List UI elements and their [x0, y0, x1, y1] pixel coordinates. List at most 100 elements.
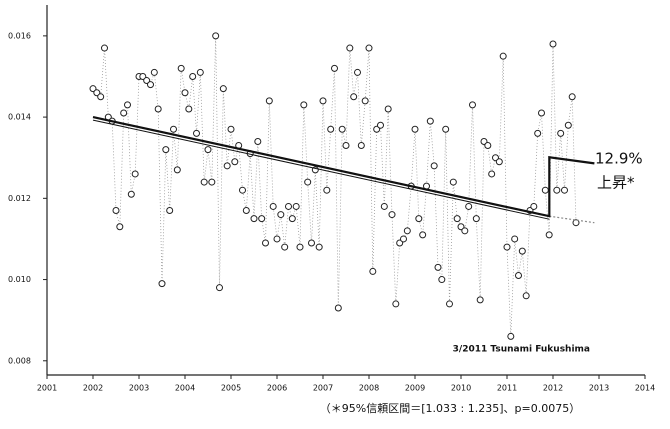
x-tick-label: 2003	[129, 384, 149, 393]
data-point	[285, 202, 292, 210]
data-point	[239, 186, 246, 194]
data-point	[369, 267, 377, 275]
data-point	[515, 271, 522, 279]
data-point	[150, 68, 158, 76]
data-point	[216, 284, 223, 292]
data-point	[511, 235, 519, 243]
data-point	[269, 202, 277, 210]
data-point	[223, 162, 231, 170]
footnote: （＊95%信頼区間＝[1.033 : 1.235]、p=0.0075）	[320, 402, 580, 415]
data-point	[227, 125, 235, 133]
event-label: 3/2011 Tsunami Fukushima	[453, 345, 590, 355]
data-point	[319, 97, 327, 105]
increase-pct: 12.9%	[595, 150, 643, 168]
data-point	[292, 202, 300, 210]
data-point	[334, 304, 342, 312]
trend-line-shadow	[92, 119, 550, 220]
data-point	[518, 247, 526, 255]
x-tick-label: 2006	[267, 384, 287, 393]
increase-label: 上昇*	[597, 174, 635, 192]
data-point	[338, 125, 346, 133]
data-point	[484, 142, 492, 150]
data-point	[503, 243, 511, 251]
data-point	[193, 129, 200, 137]
x-tick-label: 2005	[221, 384, 241, 393]
data-point	[304, 178, 312, 186]
data-point	[453, 215, 461, 223]
data-point	[200, 178, 208, 186]
data-point	[177, 64, 185, 72]
connector-line	[92, 35, 577, 337]
data-point	[438, 276, 446, 284]
data-point	[204, 146, 212, 154]
y-tick-label: 0.016	[8, 31, 31, 40]
data-point	[131, 170, 139, 178]
data-point	[300, 101, 308, 109]
data-point	[124, 101, 131, 109]
x-tick-label: 2007	[313, 384, 333, 393]
data-point	[499, 52, 507, 60]
data-point	[120, 109, 128, 117]
data-point	[557, 129, 565, 137]
y-tick-label: 0.010	[8, 275, 31, 284]
data-point	[549, 40, 557, 48]
y-tick-label: 0.008	[8, 356, 31, 365]
data-point	[472, 215, 480, 223]
data-point	[342, 142, 350, 150]
data-point	[354, 68, 361, 76]
data-point	[158, 280, 166, 288]
data-point	[488, 170, 496, 178]
data-point	[426, 117, 434, 125]
data-point	[430, 162, 438, 170]
data-point	[419, 231, 427, 239]
data-point	[170, 125, 177, 133]
data-point	[361, 97, 369, 105]
data-point	[288, 215, 296, 223]
data-point	[308, 239, 315, 247]
data-point	[495, 158, 503, 166]
data-point	[116, 223, 124, 231]
data-point	[357, 142, 365, 150]
data-point	[446, 300, 453, 308]
data-point	[281, 243, 289, 251]
data-point	[469, 101, 476, 109]
x-tick-label: 2014	[635, 384, 655, 393]
data-point	[315, 243, 323, 251]
x-tick-label: 2008	[359, 384, 379, 393]
data-point	[181, 89, 189, 97]
data-point	[572, 219, 580, 227]
y-tick-label: 0.012	[8, 194, 31, 203]
data-point	[388, 211, 396, 219]
data-point	[250, 215, 258, 223]
data-point	[254, 137, 262, 145]
data-point	[415, 215, 423, 223]
data-point	[173, 166, 181, 174]
x-tick-label: 2013	[589, 384, 609, 393]
data-point	[265, 97, 273, 105]
data-point	[411, 125, 419, 133]
data-point	[101, 44, 108, 52]
x-tick-label: 2001	[37, 384, 57, 393]
data-point	[208, 178, 216, 186]
data-point	[162, 146, 170, 154]
data-point	[522, 292, 530, 300]
data-point	[365, 44, 373, 52]
data-point	[97, 93, 105, 101]
counterfactual-line	[549, 215, 595, 224]
data-point	[327, 125, 335, 133]
data-point	[212, 32, 220, 40]
data-point	[534, 129, 542, 137]
data-point	[331, 64, 338, 72]
data-point	[196, 68, 204, 76]
data-point	[189, 72, 197, 80]
data-point	[434, 263, 442, 271]
data-point	[442, 125, 450, 133]
data-point	[400, 235, 407, 243]
data-point	[262, 239, 269, 247]
data-point	[545, 231, 553, 239]
data-point	[538, 109, 545, 117]
data-point	[296, 243, 304, 251]
x-tick-label: 2010	[451, 384, 471, 393]
data-point	[377, 121, 384, 129]
